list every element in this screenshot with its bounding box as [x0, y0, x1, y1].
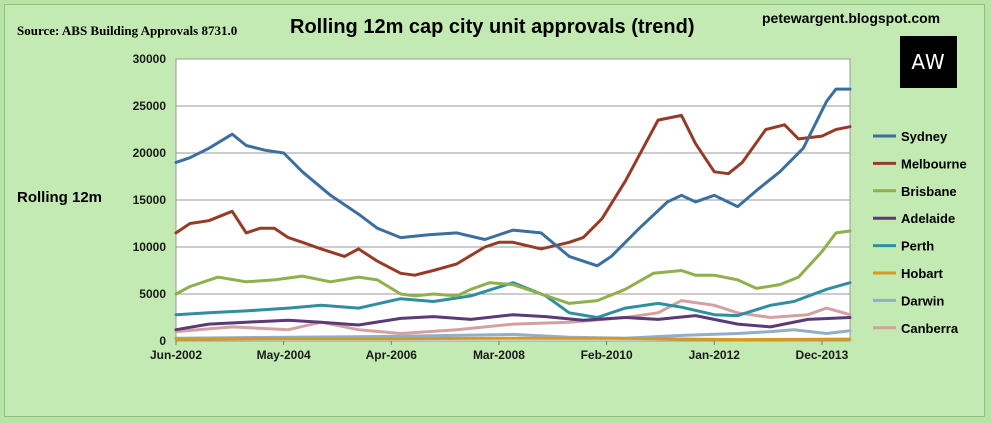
blog-url: petewargent.blogspot.com: [762, 10, 941, 26]
x-tick-label: Dec-2013: [796, 348, 849, 362]
x-tick-label: May-2004: [257, 348, 311, 362]
series-line-perth: [174, 281, 852, 319]
legend-label-perth: Perth: [901, 239, 934, 254]
legend-label-sydney: Sydney: [901, 129, 948, 144]
series-lines: [174, 87, 852, 342]
y-tick-label: 30000: [133, 52, 167, 66]
x-tick-label: Jan-2012: [689, 348, 741, 362]
x-tick-label: Mar-2008: [473, 348, 525, 362]
legend: Sydney Melbourne Brisbane Adelaide Perth Hoba…: [873, 129, 967, 336]
y-tick-label: 0: [159, 334, 166, 348]
y-tick-labels: 0 5000 10000 15000 20000 25000 30000: [133, 52, 167, 348]
legend-label-adelaide: Adelaide: [901, 211, 955, 226]
legend-label-melbourne: Melbourne: [901, 156, 967, 171]
legend-label-hobart: Hobart: [901, 266, 944, 281]
series-line-adelaide: [174, 313, 852, 332]
y-axis-label: Rolling 12m: [17, 189, 103, 206]
gridlines: [176, 105, 850, 295]
y-tick-label: 25000: [133, 99, 167, 113]
legend-label-brisbane: Brisbane: [901, 184, 957, 199]
y-tick-label: 15000: [133, 193, 167, 207]
x-tick-label: Feb-2010: [581, 348, 633, 362]
legend-label-darwin: Darwin: [901, 293, 944, 308]
logo-text: AW: [911, 50, 946, 74]
series-line-sydney: [174, 87, 852, 268]
series-line-hobart: [174, 336, 852, 342]
series-line-darwin: [174, 328, 852, 340]
y-tick-label: 10000: [133, 240, 167, 254]
x-tick-labels: Jun-2002 May-2004 Apr-2006 Mar-2008 Feb-2010…: [150, 341, 849, 362]
chart-title: Rolling 12m cap city unit approvals (tre…: [290, 16, 695, 38]
legend-label-canberra: Canberra: [901, 321, 959, 336]
y-tick-label: 20000: [133, 146, 167, 160]
series-line-brisbane: [174, 229, 852, 305]
source-note: Source: ABS Building Approvals 8731.0: [17, 23, 238, 38]
aw-logo: AW: [900, 36, 957, 88]
x-tick-label: Jun-2002: [150, 348, 202, 362]
series-line-melbourne: [174, 113, 852, 277]
x-tick-label: Apr-2006: [366, 348, 418, 362]
y-tick-label: 5000: [139, 287, 166, 301]
